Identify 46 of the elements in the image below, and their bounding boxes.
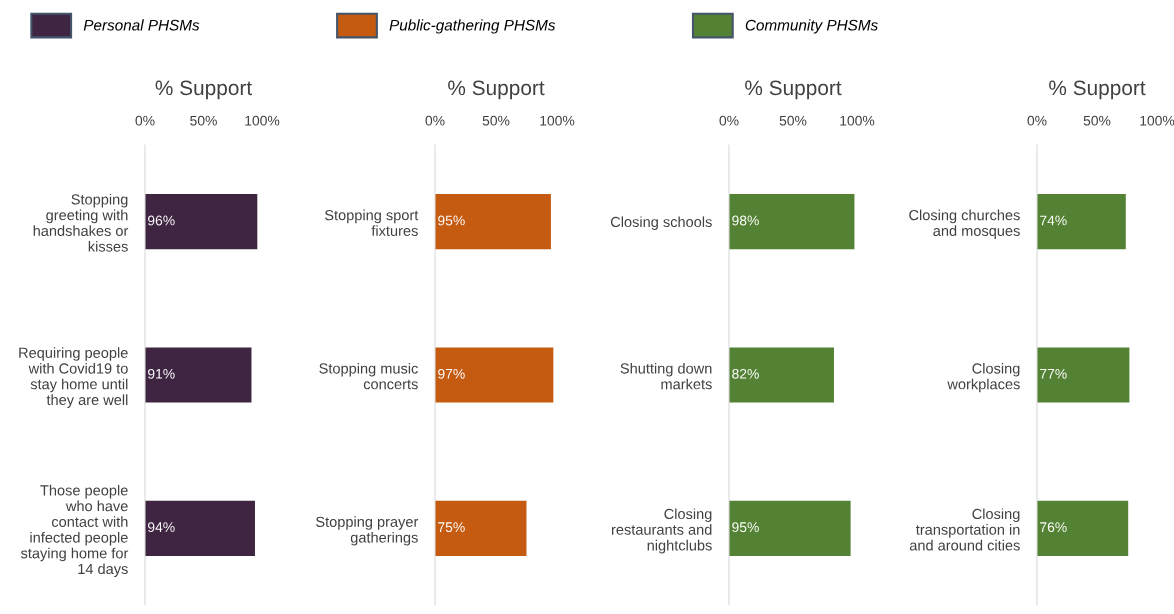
y-tick-label: Closing schools [610,216,712,230]
y-tick-label: Closing restaurants and nightclubs [611,508,712,554]
data-label: 95% [438,215,465,226]
bar [435,347,554,403]
data-label: 91% [147,368,175,379]
x-tick-label: 0% [1027,115,1047,126]
x-tick-label: 50% [779,115,807,126]
chart-title: % Support [1049,80,1146,100]
x-tick-label: 50% [482,115,510,126]
x-tick-label: 100% [840,115,875,126]
data-label: 98% [732,215,759,226]
chart-title: % Support [745,80,842,100]
data-label: 76% [1040,522,1067,533]
y-tick-label: Requiring people with Covid19 to stay home until they are well [19,347,128,408]
y-tick-label: Closing churches and mosques [909,209,1020,239]
data-label: 75% [438,522,465,533]
bar [435,194,551,250]
y-tick-label: Stopping greeting with handshakes or kisses [33,193,129,252]
x-tick-label: 0% [719,115,739,126]
data-label: 77% [1040,368,1067,379]
x-tick-label: 100% [245,115,280,126]
data-label: 95% [732,522,759,533]
y-tick-label: Closing transportation in and around cities [909,508,1020,551]
legend-label: Public-gathering PHSMs [389,19,556,34]
data-label: 94% [147,522,175,533]
chart-title: % Support [155,80,252,100]
chart-title: % Support [448,80,545,100]
legend-label: Personal PHSMs [83,19,200,31]
y-tick-label: Shutting down markets [620,362,712,390]
data-label: 74% [1040,215,1067,226]
y-tick-label: Those people who have contact with infected people staying home for 14 days [20,484,129,577]
y-tick-label: Stopping prayer gatherings [316,516,419,546]
data-label: 96% [147,215,175,226]
x-tick-label: 50% [190,115,217,126]
x-tick-label: 0% [135,115,155,126]
bar [435,500,527,556]
x-tick-label: 100% [540,115,575,126]
y-tick-label: Stopping music concerts [319,362,418,390]
x-tick-label: 0% [425,115,445,126]
x-tick-label: 50% [1083,115,1111,126]
legend-label: Community PHSMs [745,19,878,34]
y-tick-label: Stopping sport fixtures [324,209,419,237]
x-tick-label: 100% [1140,115,1174,126]
data-label: 97% [438,368,465,379]
data-label: 82% [732,368,759,379]
y-tick-label: Closing workplaces [947,362,1020,393]
